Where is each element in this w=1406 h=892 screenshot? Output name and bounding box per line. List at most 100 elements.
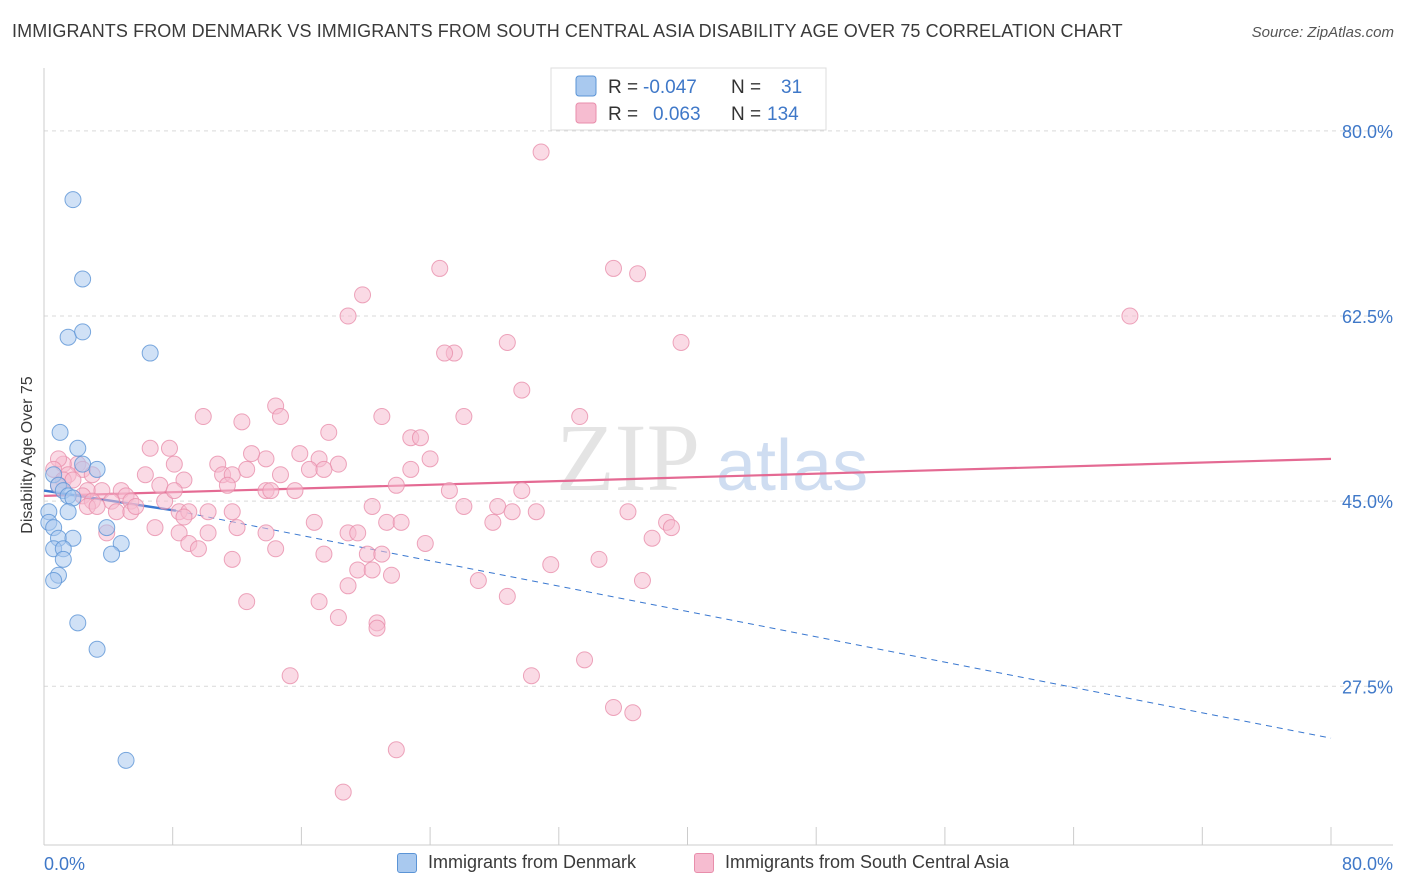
legend-r-label: R = xyxy=(608,77,638,98)
point-south-central-asia xyxy=(165,455,183,473)
point-south-central-asia xyxy=(156,492,174,510)
point-denmark xyxy=(74,270,92,288)
point-south-central-asia xyxy=(373,545,391,563)
point-south-central-asia xyxy=(262,482,280,500)
point-denmark xyxy=(54,550,72,568)
legend-bottom: Immigrants from Denmark Immigrants from … xyxy=(0,852,1406,878)
point-south-central-asia xyxy=(151,476,169,494)
point-south-central-asia xyxy=(629,265,647,283)
point-south-central-asia xyxy=(387,741,405,759)
point-south-central-asia xyxy=(571,408,589,426)
point-south-central-asia xyxy=(189,540,207,558)
point-south-central-asia xyxy=(243,445,261,463)
legend-n-label: N = xyxy=(731,77,761,98)
point-south-central-asia xyxy=(604,698,622,716)
tick-labels: 80.0% 62.5% 45.0% 27.5% 0.0% 80.0% xyxy=(44,122,1393,874)
point-denmark xyxy=(88,460,106,478)
point-south-central-asia xyxy=(170,524,188,542)
point-south-central-asia xyxy=(165,482,183,500)
point-south-central-asia xyxy=(127,497,145,515)
legend-label-south-central-asia: Immigrants from South Central Asia xyxy=(725,852,1010,872)
point-south-central-asia xyxy=(300,460,318,478)
point-denmark xyxy=(103,545,121,563)
point-south-central-asia xyxy=(194,408,212,426)
point-south-central-asia xyxy=(436,344,454,362)
point-south-central-asia xyxy=(378,513,396,531)
point-south-central-asia xyxy=(455,408,473,426)
point-south-central-asia xyxy=(349,561,367,579)
point-south-central-asia xyxy=(233,413,251,431)
point-denmark xyxy=(117,751,135,769)
point-south-central-asia xyxy=(421,450,439,468)
legend-top-box xyxy=(550,67,827,131)
source-credit: Source: ZipAtlas.com xyxy=(1252,24,1394,41)
point-south-central-asia xyxy=(175,471,193,489)
point-south-central-asia xyxy=(88,497,106,515)
point-south-central-asia xyxy=(175,508,193,526)
point-denmark xyxy=(88,640,106,658)
watermark: ZIP atlas xyxy=(556,404,868,511)
watermark-atlas: atlas xyxy=(716,426,868,506)
point-south-central-asia xyxy=(503,503,521,521)
point-south-central-asia xyxy=(291,445,309,463)
point-south-central-asia xyxy=(334,783,352,801)
legend-swatch-south-central-asia xyxy=(694,852,714,873)
point-south-central-asia xyxy=(305,513,323,531)
y-tick-label: 80.0% xyxy=(1342,122,1393,142)
x-tick-label: 80.0% xyxy=(1342,854,1393,874)
point-south-central-asia xyxy=(672,333,690,351)
point-south-central-asia xyxy=(141,439,159,457)
point-south-central-asia xyxy=(532,143,550,161)
point-south-central-asia xyxy=(136,466,154,484)
point-south-central-asia xyxy=(498,587,516,605)
point-south-central-asia xyxy=(416,534,434,552)
point-south-central-asia xyxy=(223,503,241,521)
legend-r-label: R = xyxy=(608,104,638,125)
point-south-central-asia xyxy=(329,609,347,627)
point-south-central-asia xyxy=(107,503,125,521)
point-denmark xyxy=(98,519,116,537)
point-south-central-asia xyxy=(354,286,372,304)
point-south-central-asia xyxy=(431,259,449,277)
point-south-central-asia xyxy=(619,503,637,521)
point-south-central-asia xyxy=(199,503,217,521)
point-south-central-asia xyxy=(146,519,164,537)
point-denmark xyxy=(59,503,77,521)
point-south-central-asia xyxy=(440,482,458,500)
point-south-central-asia xyxy=(315,545,333,563)
point-south-central-asia xyxy=(267,540,285,558)
point-south-central-asia xyxy=(513,381,531,399)
point-south-central-asia xyxy=(411,429,429,447)
y-tick-label: 62.5% xyxy=(1342,307,1393,327)
point-south-central-asia xyxy=(271,408,289,426)
point-denmark xyxy=(45,572,63,590)
point-south-central-asia xyxy=(329,455,347,473)
legend-label-denmark: Immigrants from Denmark xyxy=(428,852,637,872)
legend-swatch-south-central-asia xyxy=(575,102,597,124)
point-south-central-asia xyxy=(257,524,275,542)
point-south-central-asia xyxy=(624,704,642,722)
point-south-central-asia xyxy=(160,439,178,457)
point-south-central-asia xyxy=(315,460,333,478)
point-south-central-asia xyxy=(281,667,299,685)
source-value: ZipAtlas.com xyxy=(1307,24,1394,41)
point-denmark xyxy=(74,455,92,473)
point-south-central-asia xyxy=(320,423,338,441)
point-south-central-asia xyxy=(286,482,304,500)
point-south-central-asia xyxy=(368,619,386,637)
point-denmark xyxy=(141,344,159,362)
legend-swatch-denmark xyxy=(575,75,597,97)
point-south-central-asia xyxy=(373,408,391,426)
legend-n-value: 134 xyxy=(767,104,799,125)
point-south-central-asia xyxy=(542,556,560,574)
point-south-central-asia xyxy=(1121,307,1139,325)
legend-n-label: N = xyxy=(731,104,761,125)
point-south-central-asia xyxy=(93,482,111,500)
point-south-central-asia xyxy=(643,529,661,547)
point-south-central-asia xyxy=(238,460,256,478)
source-label: Source: xyxy=(1251,24,1304,41)
grid-lines xyxy=(44,130,1393,687)
point-south-central-asia xyxy=(363,561,381,579)
point-south-central-asia xyxy=(228,519,246,537)
point-denmark xyxy=(69,439,87,457)
